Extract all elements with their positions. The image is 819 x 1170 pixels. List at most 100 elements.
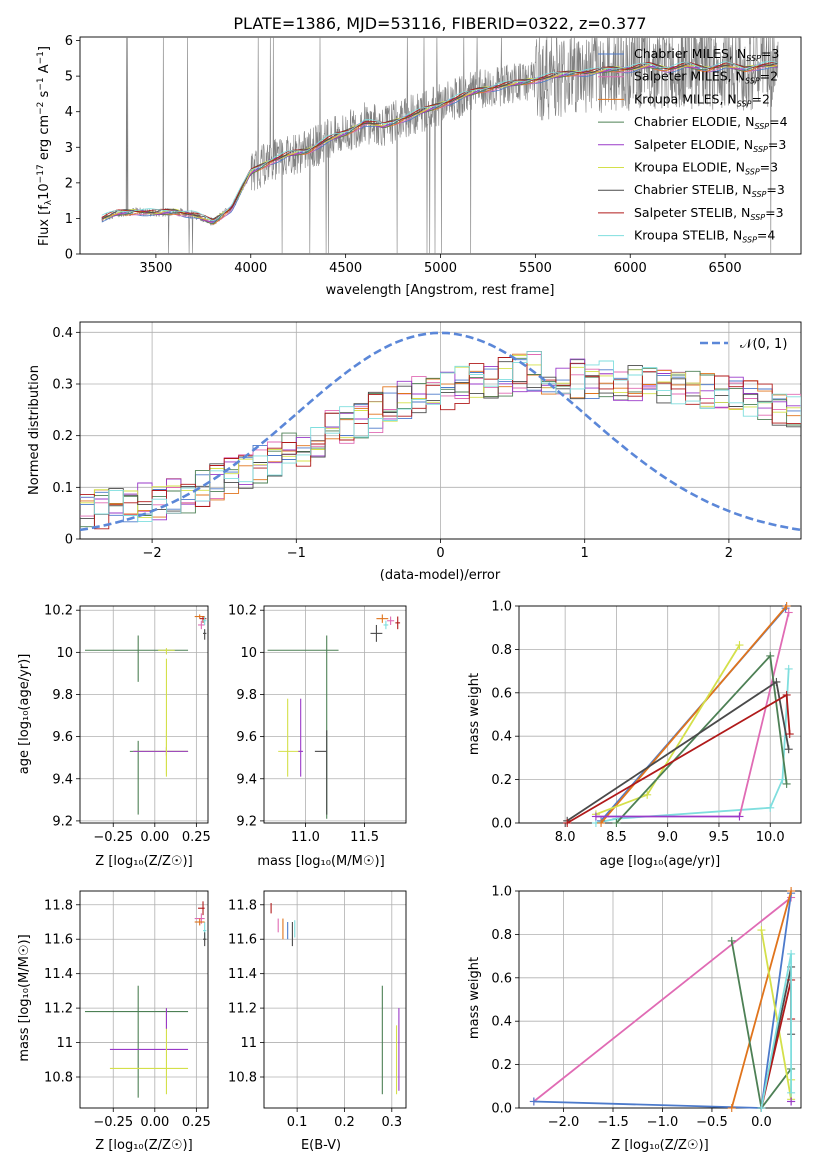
mass-vs-z-axes: −0.25 0.00 0.25 10.8 11 11.2 11.4 11.6 11.8 bbox=[44, 891, 211, 1130]
series-line bbox=[615, 653, 788, 824]
spectrum-xtick-label: 3500 bbox=[139, 261, 172, 276]
residuals-xtick-label: 1 bbox=[581, 546, 589, 561]
mass-vs-z-frame bbox=[79, 890, 209, 1109]
age-vs-z-ytick-label: 9.2 bbox=[52, 814, 73, 829]
legend-label-text: Kroupa STELIB, N bbox=[634, 228, 742, 243]
age-vs-z-ytick-label: 9.4 bbox=[52, 772, 73, 787]
mass-vs-ebv-points bbox=[270, 903, 400, 1095]
legend-label-sub: SSP bbox=[746, 54, 761, 63]
mw-vs-age-xtick-label: 10.0 bbox=[756, 830, 785, 845]
mass-vs-ebv-axes: 0.1 0.2 0.3 10.8 11 11.2 11.4 11.6 11.8 bbox=[228, 891, 406, 1130]
mw-vs-age-xtick-label: 9.0 bbox=[657, 830, 678, 845]
legend-label-text: Salpeter ELODIE, N bbox=[634, 137, 753, 152]
mw-vs-z-xtick-label: −0.5 bbox=[696, 1115, 728, 1130]
age-vs-mass-ytick-label: 10 bbox=[240, 646, 257, 661]
residuals-ylabel: Normed distribution bbox=[27, 365, 42, 495]
spectrum-xtick-label: 4000 bbox=[234, 261, 267, 276]
mass-vs-z-xtick-label: 0.00 bbox=[140, 1115, 169, 1130]
legend-label-tail: =2 bbox=[751, 91, 769, 106]
agez-ylabel: age [log₁₀(age/yr)] bbox=[17, 654, 32, 775]
spectrum-ytick-label: 0 bbox=[65, 248, 73, 263]
legend-label-sub: SSP bbox=[750, 213, 765, 222]
age-vs-z-frame bbox=[79, 605, 209, 824]
mwage-xlabel: age [log₁₀(age/yr)] bbox=[600, 854, 721, 869]
spectrum-ylabel-part: ] bbox=[37, 46, 52, 51]
residuals-ytick-label: 0.2 bbox=[52, 429, 73, 444]
mw-vs-z-ytick-label: 1.0 bbox=[491, 885, 512, 900]
mass-vs-z-ytick-label: 11.4 bbox=[44, 967, 73, 982]
mw-vs-age-xtick-label: 9.5 bbox=[709, 830, 730, 845]
residuals-ytick-label: 0.4 bbox=[52, 326, 73, 341]
mass-vs-ebv-xtick-label: 0.2 bbox=[334, 1115, 355, 1130]
spectrum-ytick-label: 5 bbox=[65, 70, 73, 85]
series-line bbox=[738, 612, 790, 817]
mw-vs-z-ytick-label: 0.2 bbox=[491, 1058, 512, 1073]
agez-xlabel: Z [log₁₀(Z/Z☉)] bbox=[95, 854, 192, 869]
mw-vs-age-ytick-label: 0.4 bbox=[491, 730, 512, 745]
age-vs-z-ytick-label: 9.8 bbox=[52, 688, 73, 703]
legend-label: Chabrier MILES, NSSP=3 bbox=[634, 46, 779, 63]
mw-vs-age-ytick-label: 0.0 bbox=[491, 817, 512, 832]
mwz-xlabel: Z [log₁₀(Z/Z☉)] bbox=[611, 1138, 708, 1153]
spectrum-model-line bbox=[101, 61, 778, 221]
spectrum-xtick-label: 4500 bbox=[329, 261, 362, 276]
spectrum-ylabel-part: 10 bbox=[37, 183, 52, 200]
mass-vs-z-ytick-label: 10.8 bbox=[44, 1071, 73, 1086]
age-vs-z-xtick-label: −0.25 bbox=[93, 830, 133, 845]
legend-label-tail: =3 bbox=[760, 160, 778, 175]
spectrum-ylabel: Flux [fλ10−17 erg cm−2 s−1 A−1] bbox=[36, 46, 54, 246]
legend-label-text: Salpeter STELIB, N bbox=[634, 205, 750, 220]
residuals-xtick-label: 2 bbox=[725, 546, 733, 561]
spectrum-ylabel-part: λ bbox=[44, 199, 54, 205]
age-vs-mass-ytick-label: 9.8 bbox=[236, 688, 257, 703]
mass-vs-z-ytick-label: 11.8 bbox=[44, 898, 73, 913]
legend-label-text: Salpeter MILES, N bbox=[634, 69, 745, 84]
histogram-step-line bbox=[80, 359, 801, 523]
age-vs-mass-points bbox=[267, 614, 401, 819]
residuals-ytick-label: 0.1 bbox=[52, 481, 73, 496]
mw-vs-age-ytick-label: 1.0 bbox=[491, 600, 512, 615]
legend-label-text: Kroupa MILES, N bbox=[634, 91, 737, 106]
spectrum-ytick-label: 4 bbox=[65, 105, 73, 120]
legend-label: Kroupa STELIB, NSSP=4 bbox=[634, 228, 775, 245]
mwz-ylabel: mass weight bbox=[467, 957, 482, 1039]
histogram-step-line bbox=[80, 354, 801, 517]
residuals-plot bbox=[80, 331, 801, 532]
legend-label-text: Chabrier MILES, N bbox=[634, 46, 746, 61]
residuals-ytick-label: 0 bbox=[65, 533, 73, 548]
spectrum-ylabel-part: −1 bbox=[36, 51, 46, 64]
spectrum-ytick-label: 3 bbox=[65, 141, 73, 156]
histogram-step-line bbox=[80, 354, 801, 518]
mass-vs-z-xtick-label: −0.25 bbox=[93, 1115, 133, 1130]
mw-vs-age-ytick-label: 0.8 bbox=[491, 643, 512, 658]
legend-label-text: Chabrier STELIB, N bbox=[634, 182, 752, 197]
age-vs-z-ytick-label: 9.6 bbox=[52, 730, 73, 745]
chart-layer: 3500 4000 4500 5000 5500 6000 6500 0 1 2 3 4 5 6 Flux … bbox=[36, 34, 802, 1130]
massz-xlabel: Z [log₁₀(Z/Z☉)] bbox=[95, 1138, 192, 1153]
residuals-xlabel: (data-model)/error bbox=[380, 568, 501, 583]
mw-vs-age-xtick-label: 8.0 bbox=[555, 830, 576, 845]
spectrum-xtick-label: 5500 bbox=[519, 261, 552, 276]
spectrum-ytick-label: 6 bbox=[65, 34, 73, 49]
legend-label-tail: =3 bbox=[761, 46, 779, 61]
legend-label-sub: SSP bbox=[745, 77, 760, 86]
legend-label-sub: SSP bbox=[745, 168, 760, 177]
histogram-step-line bbox=[80, 350, 801, 530]
spectrum-ytick-label: 1 bbox=[65, 212, 73, 227]
histogram-step-line bbox=[80, 351, 801, 522]
mass-vs-ebv-ytick-label: 10.8 bbox=[228, 1071, 257, 1086]
spectrum-ylabel-part: erg cm bbox=[37, 115, 52, 164]
mw-vs-age-ytick-label: 0.2 bbox=[491, 773, 512, 788]
mass-vs-z-xtick-label: 0.25 bbox=[182, 1115, 211, 1130]
age-vs-mass-ytick-label: 9.2 bbox=[236, 814, 257, 829]
legend-label: Chabrier STELIB, NSSP=3 bbox=[634, 182, 785, 199]
legend-label-text: Chabrier ELODIE, N bbox=[634, 114, 754, 129]
gaussian-curve bbox=[80, 331, 801, 532]
spectrum-xtick-label: 5000 bbox=[424, 261, 457, 276]
series-line bbox=[566, 693, 791, 824]
mass-vs-z-ytick-label: 11 bbox=[56, 1036, 73, 1051]
spectrum-ylabel-part: A bbox=[37, 64, 52, 77]
age-vs-z-xtick-label: 0.25 bbox=[182, 830, 211, 845]
series-line bbox=[600, 605, 788, 824]
